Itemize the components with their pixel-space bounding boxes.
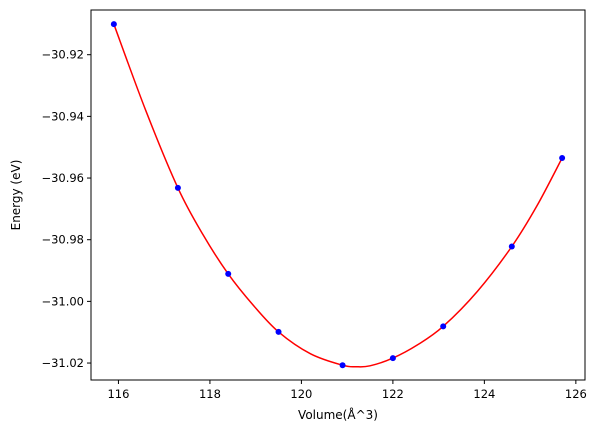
x-axis-label: Volume(Å^3) [298, 407, 378, 422]
y-tick-label: −30.96 [41, 171, 84, 185]
data-point [225, 270, 232, 277]
x-tick-label: 122 [382, 387, 404, 401]
data-point [339, 362, 346, 369]
x-tick-label: 126 [565, 387, 587, 401]
data-point [275, 328, 282, 335]
axes-frame [90, 9, 586, 381]
y-tick-label: −30.98 [41, 233, 84, 247]
plot-area [110, 21, 566, 369]
y-tick-label: −31.00 [41, 294, 84, 308]
data-point [508, 243, 515, 250]
x-tick-label: 118 [199, 387, 221, 401]
x-tick-label: 116 [107, 387, 129, 401]
x-tick-label: 120 [290, 387, 312, 401]
fit-curve-line [113, 23, 563, 368]
data-point [174, 184, 181, 191]
y-tick-label: −30.92 [41, 48, 84, 62]
data-point [559, 155, 566, 161]
y-axis-label: Energy (eV) [9, 160, 23, 231]
y-tick-label: −31.02 [41, 356, 84, 370]
y-axis-ticks: −30.92 −30.94 −30.96 −30.98 −31.00 −31.02 [41, 48, 91, 370]
x-tick-label: 124 [473, 387, 495, 401]
y-tick-label: −30.94 [41, 109, 84, 123]
data-point [389, 355, 396, 362]
data-point [440, 323, 447, 330]
x-axis-ticks: 116 118 120 122 124 126 [107, 380, 587, 401]
data-point [110, 21, 117, 28]
